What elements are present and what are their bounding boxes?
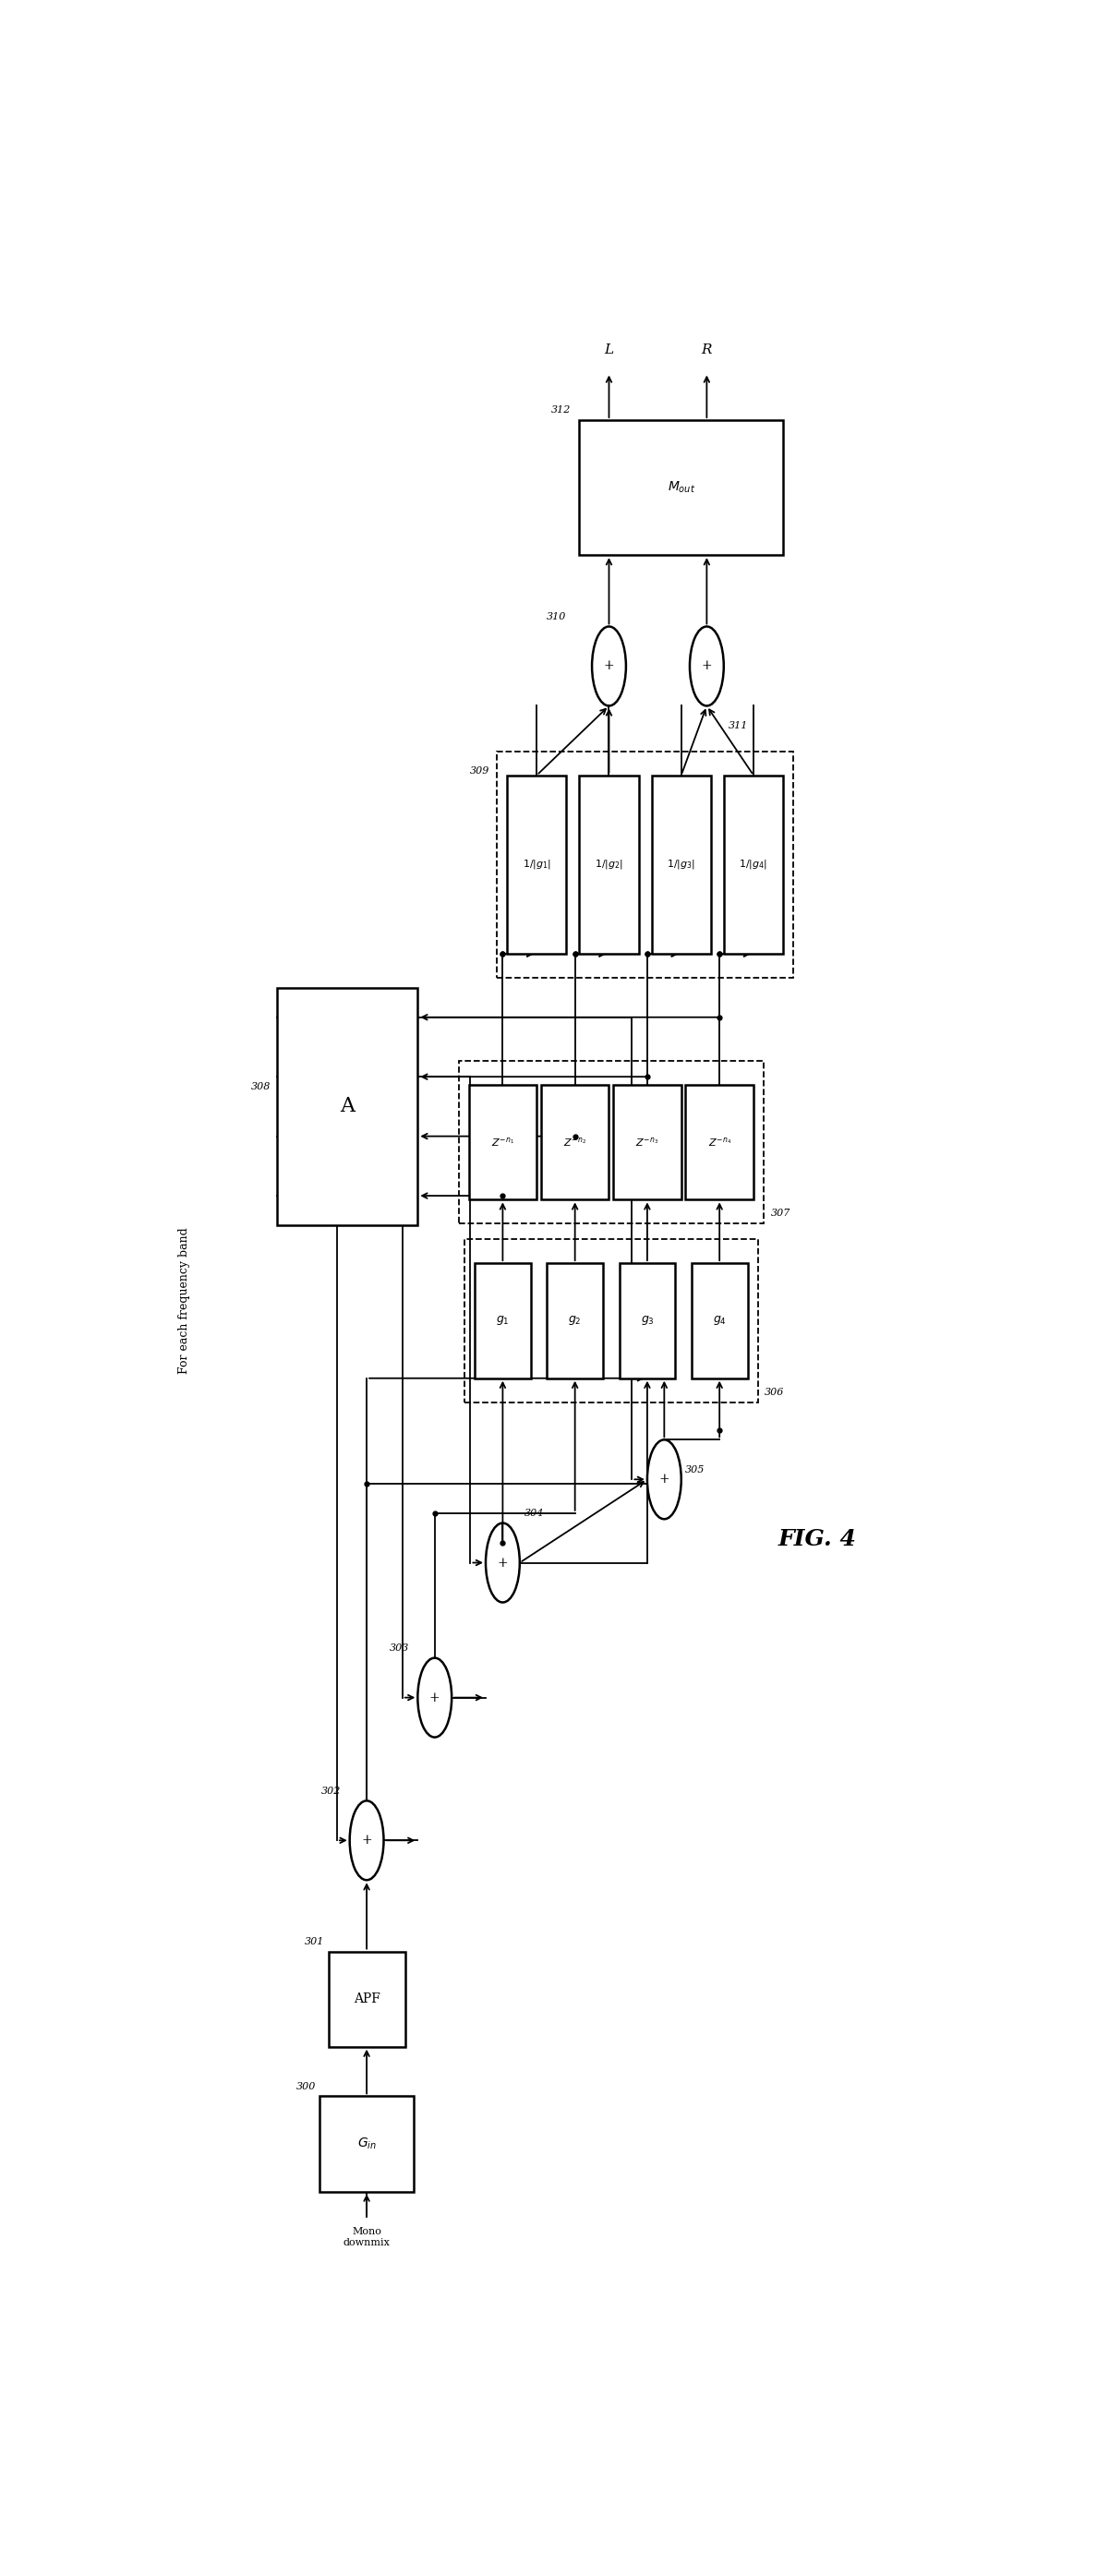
Text: $1/|g_2|$: $1/|g_2|$ — [595, 858, 623, 871]
Bar — [691, 1262, 747, 1378]
Text: +: + — [659, 1473, 669, 1486]
Text: Mono
downmix: Mono downmix — [343, 2228, 391, 2246]
Text: $Z^{-n_2}$: $Z^{-n_2}$ — [564, 1136, 587, 1149]
Text: $g_4$: $g_4$ — [713, 1314, 726, 1327]
Bar — [547, 1262, 603, 1378]
Text: $1/|g_3|$: $1/|g_3|$ — [667, 858, 695, 871]
Bar — [579, 420, 783, 554]
Text: 304: 304 — [524, 1510, 544, 1517]
Text: $1/|g_1|$: $1/|g_1|$ — [522, 858, 551, 871]
Bar — [328, 1953, 405, 2048]
Text: 308: 308 — [251, 1082, 271, 1092]
Text: +: + — [701, 659, 712, 672]
Text: $1/|g_4|$: $1/|g_4|$ — [739, 858, 768, 871]
Bar — [579, 775, 638, 953]
Text: 309: 309 — [471, 768, 490, 775]
Bar — [475, 1262, 531, 1378]
Text: +: + — [361, 1834, 372, 1847]
Bar — [724, 775, 783, 953]
Text: $g_1$: $g_1$ — [496, 1314, 509, 1327]
Text: 306: 306 — [765, 1388, 784, 1396]
Text: $G_{in}$: $G_{in}$ — [357, 2136, 376, 2151]
Bar — [686, 1084, 754, 1200]
Text: 305: 305 — [686, 1466, 705, 1473]
Text: +: + — [497, 1556, 508, 1569]
Bar — [320, 2097, 414, 2192]
Text: 302: 302 — [321, 1785, 341, 1795]
Bar — [278, 987, 418, 1226]
Bar — [541, 1084, 609, 1200]
Bar — [613, 1084, 681, 1200]
Text: A: A — [340, 1097, 355, 1115]
Text: APF: APF — [353, 1994, 380, 2007]
Text: $g_2$: $g_2$ — [568, 1314, 581, 1327]
Text: 310: 310 — [546, 613, 566, 621]
Bar — [459, 1061, 764, 1224]
Text: FIG. 4: FIG. 4 — [778, 1528, 857, 1551]
Text: 312: 312 — [551, 404, 570, 415]
Text: 307: 307 — [770, 1208, 790, 1218]
Bar — [497, 752, 793, 976]
Text: For each frequency band: For each frequency band — [178, 1229, 190, 1373]
Text: +: + — [603, 659, 614, 672]
Bar — [652, 775, 711, 953]
Text: $g_3$: $g_3$ — [641, 1314, 654, 1327]
Text: 311: 311 — [728, 721, 748, 729]
Text: 301: 301 — [305, 1937, 325, 1947]
Text: $Z^{-n_4}$: $Z^{-n_4}$ — [708, 1136, 731, 1149]
Bar — [464, 1239, 758, 1401]
Bar — [619, 1262, 676, 1378]
Text: L: L — [604, 343, 613, 355]
Text: +: + — [429, 1690, 440, 1705]
Bar — [507, 775, 566, 953]
Text: $Z^{-n_3}$: $Z^{-n_3}$ — [635, 1136, 659, 1149]
Text: 300: 300 — [296, 2081, 316, 2092]
Text: 303: 303 — [389, 1643, 409, 1654]
Bar — [468, 1084, 536, 1200]
Text: $M_{out}$: $M_{out}$ — [667, 479, 695, 495]
Text: $Z^{-n_1}$: $Z^{-n_1}$ — [491, 1136, 514, 1149]
Text: R: R — [701, 343, 712, 355]
